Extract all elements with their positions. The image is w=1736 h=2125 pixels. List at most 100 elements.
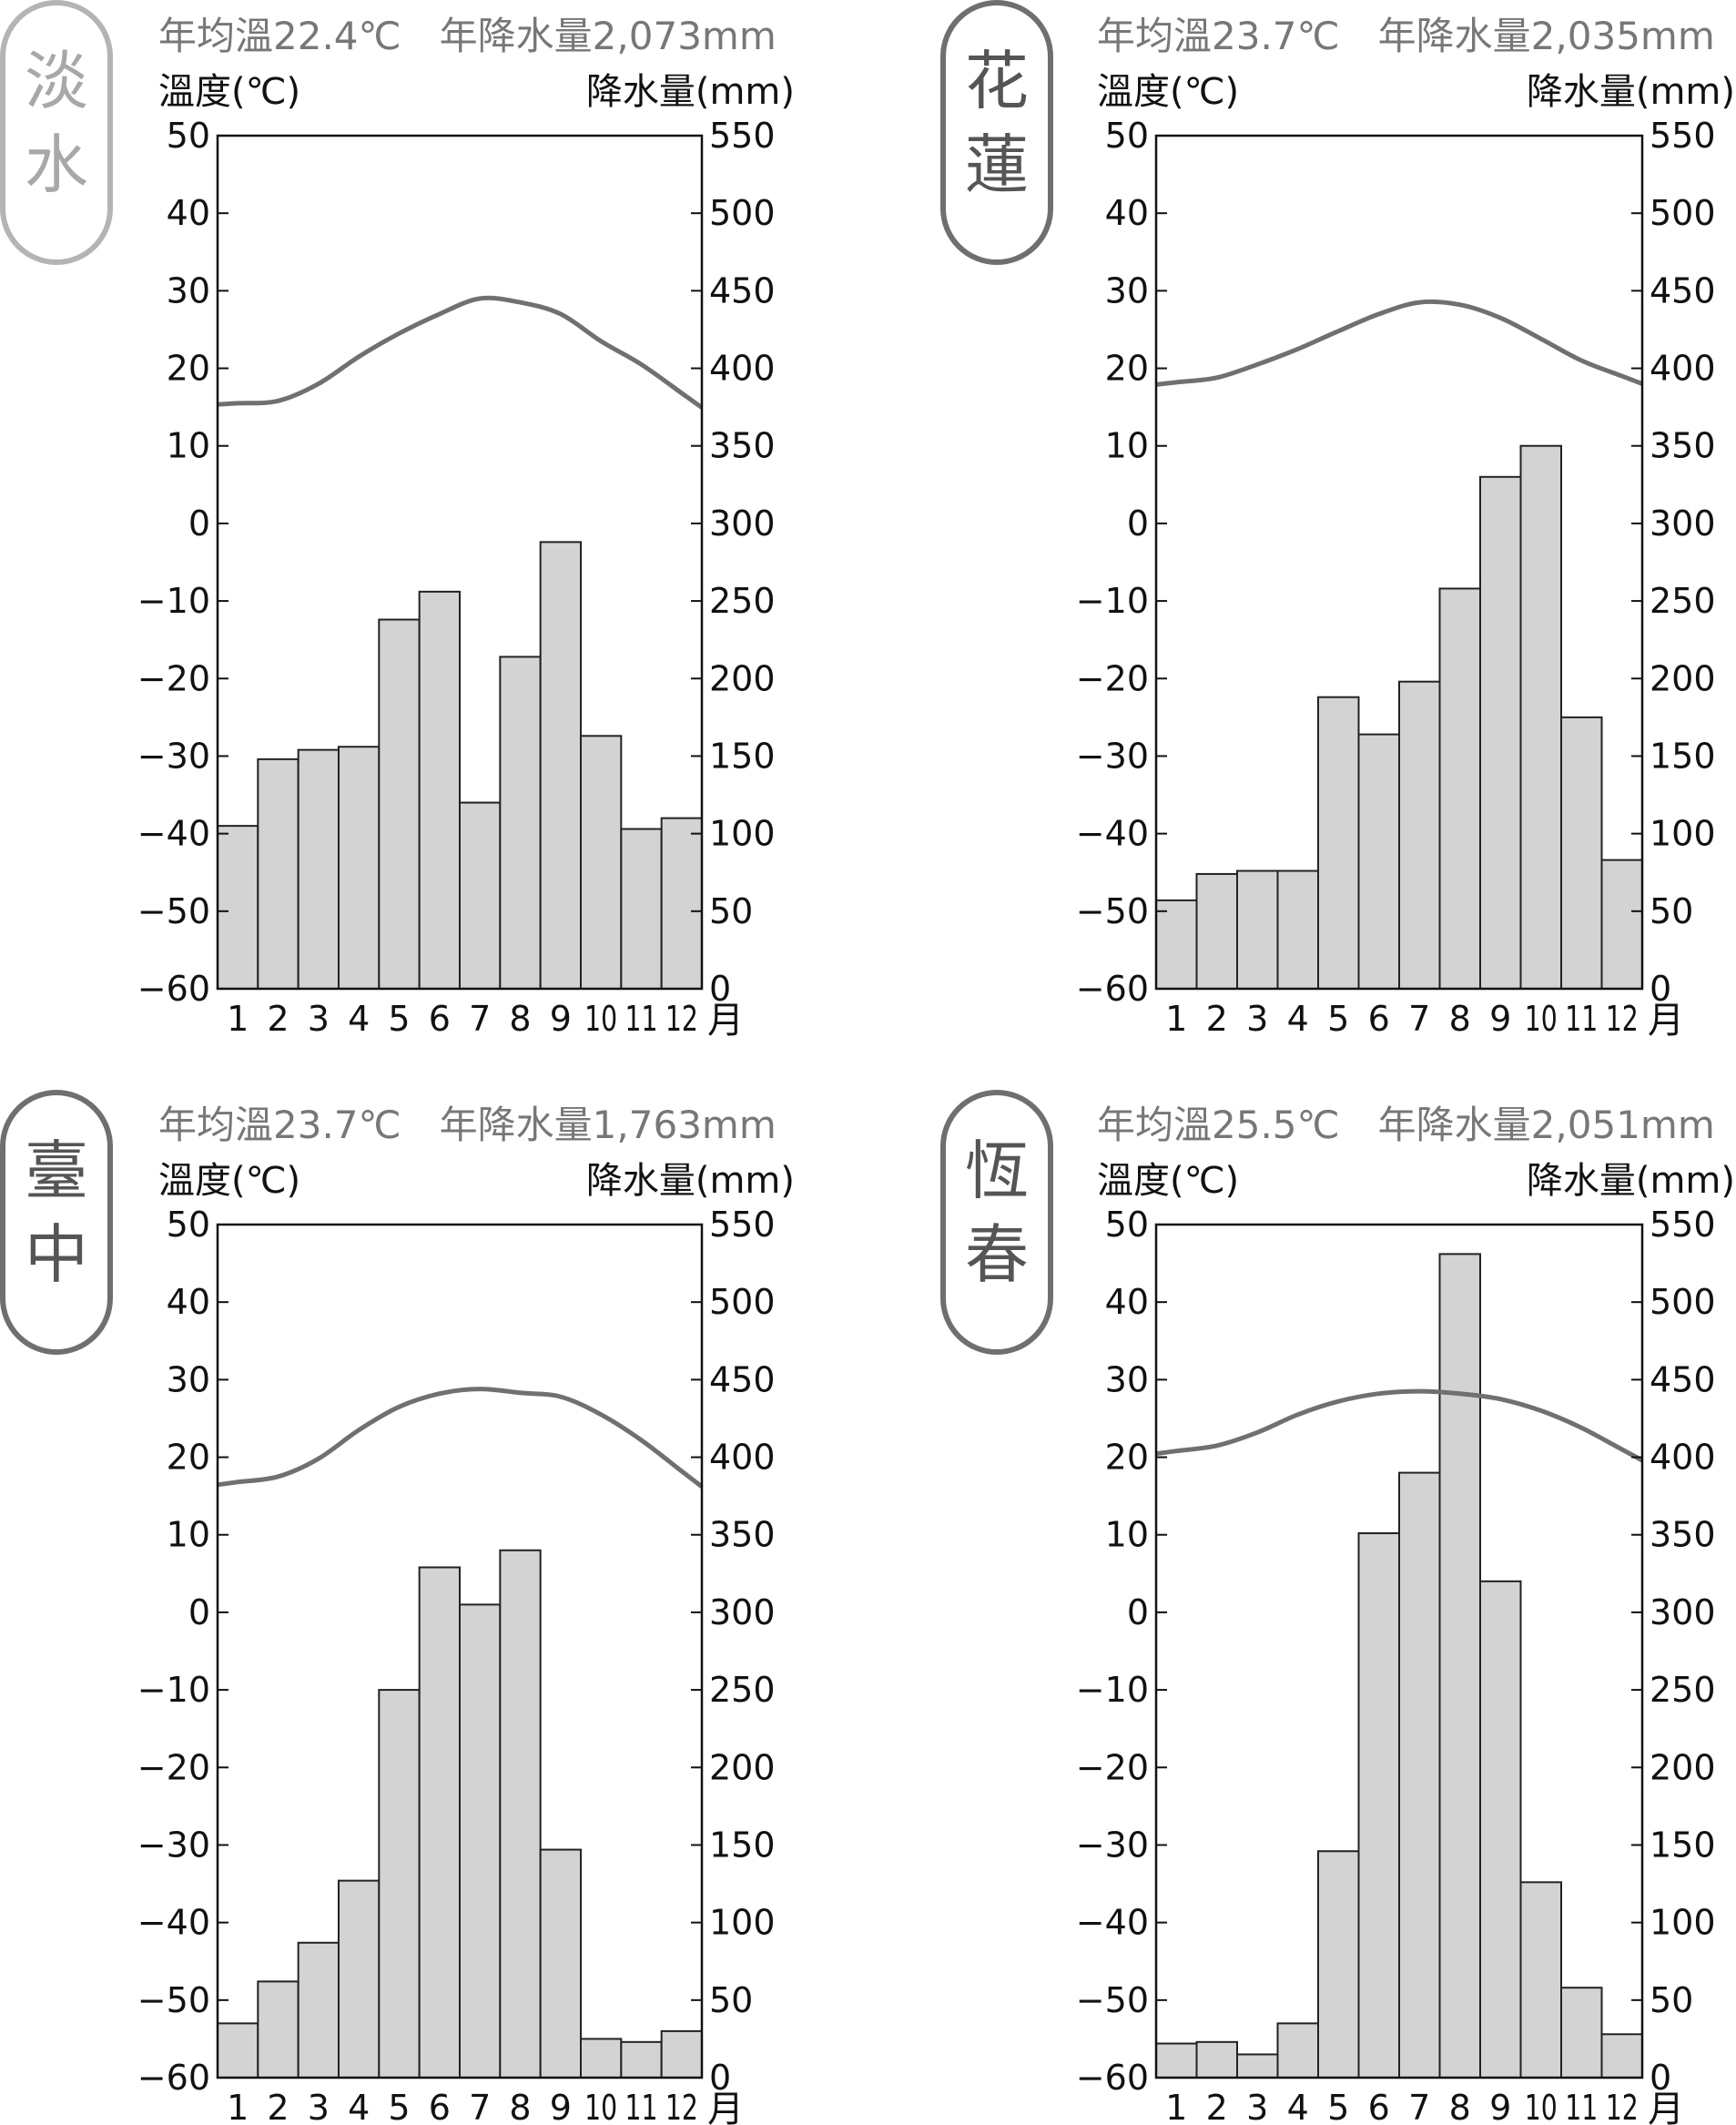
month-label: 5 [1327,999,1349,1039]
month-label: 7 [1408,2088,1430,2125]
precipitation-tick-label: 400 [1650,1438,1716,1478]
precipitation-axis-label: 降水量(mm) [586,1160,795,1202]
month-label: 10 [584,999,617,1039]
temperature-tick-label: 10 [167,1515,210,1555]
temperature-tick-label: 20 [167,1438,210,1478]
month-label: 4 [348,999,370,1039]
precipitation-bar [1479,1580,1522,2079]
temperature-axis-label: 溫度(℃) [158,71,300,113]
precipitation-bar [1317,1850,1360,2079]
precipitation-tick-label: 300 [709,503,776,544]
climate-summary: 年均溫23.7℃ 年降水量2,035mm [1097,14,1715,58]
precipitation-bar [459,801,502,991]
month-label: 8 [509,999,531,1039]
precipitation-bar [620,828,663,990]
precipitation-tick-label: 350 [709,426,776,466]
precipitation-bar [580,735,623,990]
month-label: 2 [267,999,289,1039]
precipitation-tick-label: 450 [709,1359,776,1399]
precipitation-bar [660,2029,704,2079]
precipitation-tick-label: 350 [1650,1515,1716,1555]
precipitation-bar [539,1848,583,2079]
station-badge [940,1090,1053,1355]
month-label: 11 [1565,2088,1598,2125]
month-unit-label: 月 [707,1000,744,1042]
temperature-tick-label: −60 [1076,969,1149,1009]
temperature-tick-label: −60 [1076,2058,1149,2098]
precipitation-tick-label: 500 [1650,193,1716,233]
precipitation-tick-label: 100 [709,1903,776,1943]
precipitation-tick-label: 50 [1650,891,1693,931]
precipitation-axis-label: 降水量(mm) [1527,1160,1735,1202]
precipitation-bar [1276,869,1319,990]
plot-frame [1154,134,1644,991]
precipitation-bar [1560,1987,1603,2079]
month-label: 7 [469,2088,491,2125]
precipitation-tick-label: 0 [709,2058,731,2098]
precipitation-bar [1398,1471,1441,2079]
precipitation-tick-label: 450 [709,270,776,310]
month-label: 6 [429,2088,451,2125]
precipitation-tick-label: 550 [709,1205,776,1245]
temperature-tick-label: 40 [167,193,210,233]
temperature-tick-label: 20 [1105,1438,1149,1478]
month-label: 8 [1449,2088,1471,2125]
precipitation-tick-label: 450 [1650,270,1716,310]
precipitation-bar [1317,696,1360,990]
temperature-tick-label: −40 [1076,1903,1149,1943]
plot-frame [216,134,704,991]
precipitation-bar [1600,2033,1643,2079]
precipitation-tick-label: 150 [1650,1825,1716,1865]
month-label: 9 [1489,999,1511,1039]
precipitation-tick-label: 250 [1650,581,1716,621]
precipitation-tick-label: 300 [1650,1592,1716,1632]
temperature-tick-label: −20 [1076,658,1149,698]
month-unit-label: 月 [1648,2089,1684,2125]
precipitation-tick-label: 400 [709,349,776,389]
temperature-tick-label: −60 [137,2058,210,2098]
month-unit-label: 月 [1648,1000,1684,1042]
temperature-tick-label: −10 [137,1670,210,1710]
precipitation-tick-label: 200 [1650,1747,1716,1787]
precipitation-bar [297,748,340,990]
precipitation-tick-label: 150 [709,736,776,776]
precipitation-bar [660,817,704,990]
month-label: 8 [509,2088,531,2125]
temperature-tick-label: −40 [137,814,210,854]
month-label: 5 [1327,2088,1349,2125]
precipitation-bar [338,1879,381,2079]
precipitation-tick-label: 500 [1650,1282,1716,1322]
temperature-tick-label: −30 [137,1825,210,1865]
month-label: 3 [1246,2088,1268,2125]
precipitation-tick-label: 50 [709,1980,753,2020]
month-label: 7 [469,999,491,1039]
month-label: 6 [1368,999,1390,1039]
precipitation-tick-label: 0 [1650,969,1671,1009]
precipitation-tick-label: 150 [1650,736,1716,776]
precipitation-bar [1155,899,1198,990]
precipitation-tick-label: 250 [709,1670,776,1710]
temperature-tick-label: 10 [1105,1515,1149,1555]
temperature-tick-label: 30 [167,1359,210,1399]
precipitation-bar [459,1603,502,2079]
climate-summary: 年均溫23.7℃ 年降水量1,763mm [158,1103,777,1147]
temperature-tick-label: 10 [1105,426,1149,466]
precipitation-bar [1438,587,1481,990]
precipitation-tick-label: 200 [1650,658,1716,698]
temperature-tick-label: 40 [1105,193,1149,233]
temperature-tick-label: 30 [167,270,210,310]
month-label: 12 [665,999,698,1039]
temperature-axis-label: 溫度(℃) [158,1160,300,1202]
temperature-tick-label: 0 [188,503,210,544]
precipitation-tick-label: 50 [709,891,753,931]
plot-frame [216,1223,704,2079]
precipitation-axis-label: 降水量(mm) [586,71,795,113]
month-label: 2 [1206,999,1228,1039]
precipitation-bar [257,1980,299,2079]
month-label: 3 [308,2088,330,2125]
climate-summary: 年均溫25.5℃ 年降水量2,051mm [1097,1103,1715,1147]
precipitation-bar [580,2038,623,2079]
month-label: 1 [227,999,249,1039]
